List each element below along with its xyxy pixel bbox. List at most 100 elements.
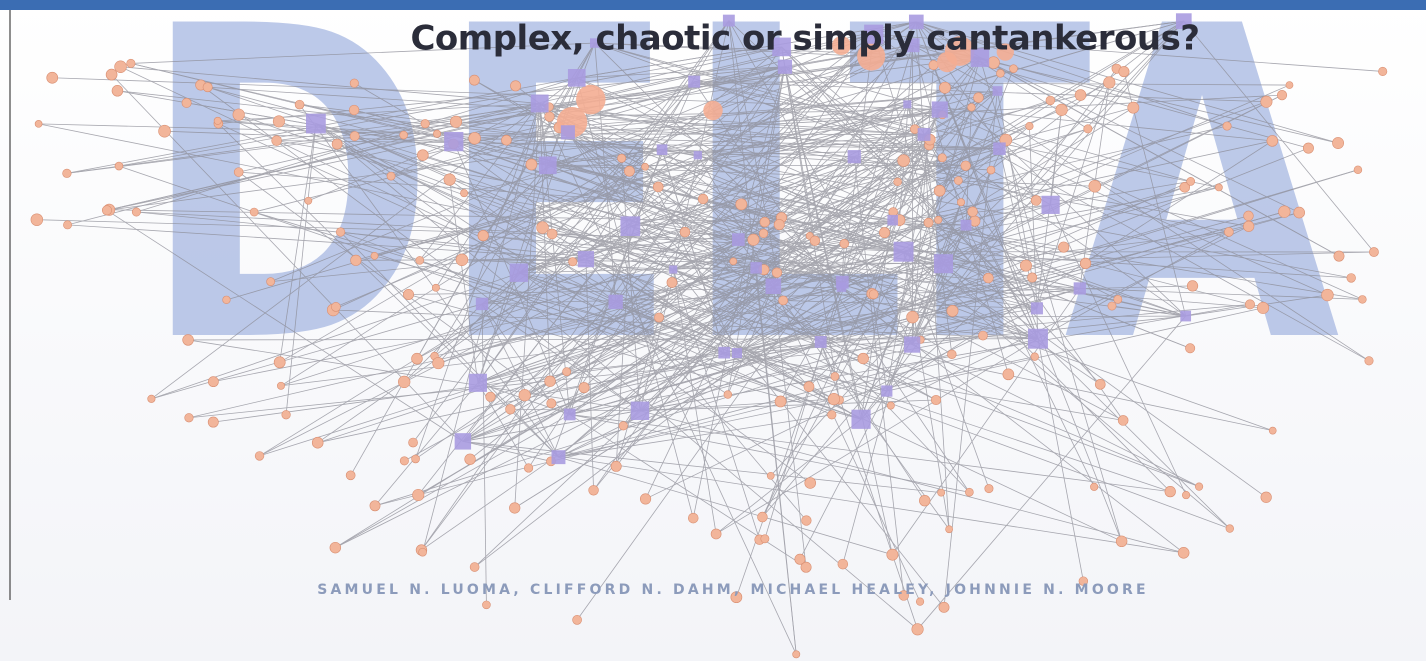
- leaf-node: [444, 174, 456, 186]
- leaf-node: [336, 228, 345, 237]
- leaf-node: [1118, 415, 1128, 425]
- leaf-node: [688, 513, 698, 523]
- leaf-node: [907, 311, 919, 323]
- leaf-node: [1261, 492, 1272, 503]
- hub-node: [932, 101, 948, 117]
- large-node: [703, 101, 722, 120]
- hub-node: [669, 265, 677, 273]
- leaf-node: [1294, 207, 1305, 218]
- leaf-node: [398, 376, 410, 388]
- leaf-node: [509, 503, 520, 514]
- leaf-node: [1224, 227, 1233, 236]
- leaf-node: [974, 93, 984, 103]
- leaf-node: [939, 602, 949, 612]
- hub-node: [469, 374, 487, 392]
- leaf-node: [1165, 486, 1176, 497]
- leaf-node: [1058, 242, 1069, 253]
- leaf-node: [1257, 302, 1268, 313]
- hub-node: [815, 336, 827, 348]
- leaf-node: [350, 131, 359, 140]
- leaf-node: [412, 353, 423, 364]
- leaf-node: [1269, 427, 1276, 434]
- hub-node: [934, 254, 953, 273]
- leaf-node: [331, 302, 340, 311]
- leaf-node: [1075, 90, 1086, 101]
- hub-node: [1180, 311, 1191, 322]
- leaf-node: [680, 227, 690, 237]
- leaf-node: [840, 239, 849, 248]
- leaf-node: [957, 199, 964, 206]
- leaf-node: [214, 117, 221, 124]
- leaf-node: [250, 208, 258, 216]
- leaf-node: [272, 136, 282, 146]
- hub-node: [552, 450, 566, 464]
- leaf-node: [267, 278, 275, 286]
- leaf-node: [102, 206, 111, 215]
- leaf-node: [223, 296, 231, 304]
- leaf-node: [1178, 547, 1189, 558]
- hub-node: [564, 409, 576, 421]
- leaf-node: [478, 230, 489, 241]
- leaf-node: [203, 83, 212, 92]
- leaf-node: [537, 222, 549, 234]
- leaf-node: [887, 402, 894, 409]
- leaf-node: [983, 273, 993, 283]
- leaf-node: [132, 208, 140, 216]
- leaf-node: [779, 296, 788, 305]
- leaf-node: [465, 454, 476, 465]
- leaf-node: [277, 382, 284, 389]
- leaf-node: [387, 172, 395, 180]
- hub-node: [732, 233, 745, 246]
- leaf-node: [547, 229, 557, 239]
- leaf-node: [482, 601, 490, 609]
- leaf-node: [1286, 82, 1293, 89]
- leaf-node: [642, 163, 649, 170]
- leaf-node: [1334, 251, 1344, 261]
- leaf-node: [1332, 137, 1343, 148]
- leaf-node: [159, 125, 171, 137]
- hub-node: [657, 144, 668, 155]
- leaf-node: [1114, 295, 1122, 303]
- leaf-node: [938, 489, 945, 496]
- leaf-node: [1187, 177, 1195, 185]
- leaf-node: [1185, 344, 1194, 353]
- leaf-node: [1080, 258, 1091, 269]
- leaf-node: [1347, 273, 1356, 282]
- leaf-node: [916, 598, 924, 606]
- leaf-node: [295, 100, 304, 109]
- leaf-node: [831, 372, 839, 380]
- hub-node: [578, 251, 594, 267]
- leaf-node: [828, 393, 840, 405]
- leaf-node: [255, 451, 264, 460]
- leaf-node: [929, 60, 938, 69]
- leaf-node: [961, 161, 971, 171]
- hub-node: [848, 150, 861, 163]
- leaf-node: [774, 219, 784, 229]
- leaf-node: [617, 154, 625, 162]
- leaf-node: [1223, 122, 1231, 130]
- leaf-node: [547, 399, 556, 408]
- leaf-node: [1354, 166, 1362, 174]
- leaf-node: [417, 150, 428, 161]
- leaf-node: [1365, 357, 1373, 365]
- leaf-node: [1084, 125, 1092, 133]
- hub-node: [766, 278, 782, 294]
- hub-node: [1042, 196, 1060, 214]
- hub-node: [476, 298, 488, 310]
- leaf-node: [332, 139, 342, 149]
- leaf-node: [370, 501, 380, 511]
- leaf-node: [416, 256, 424, 264]
- leaf-node: [919, 495, 930, 506]
- leaf-node: [698, 194, 708, 204]
- leaf-node: [413, 489, 424, 500]
- hub-node: [903, 100, 911, 108]
- hub-node: [306, 114, 326, 134]
- leaf-node: [736, 199, 747, 210]
- authors: SAMUEL N. LUOMA, CLIFFORD N. DAHM, MICHA…: [317, 582, 1149, 598]
- leaf-node: [35, 120, 42, 127]
- leaf-node: [185, 413, 194, 422]
- leaf-node: [947, 350, 956, 359]
- leaf-node: [208, 417, 218, 427]
- leaf-node: [183, 335, 194, 346]
- leaf-node: [1303, 143, 1313, 153]
